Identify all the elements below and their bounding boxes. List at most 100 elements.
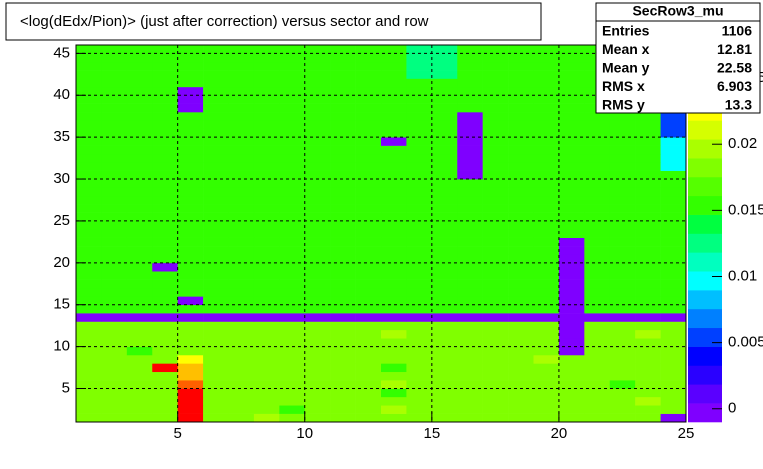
cell (431, 112, 458, 121)
cell (660, 304, 687, 314)
cell (253, 204, 280, 213)
cell (355, 262, 382, 272)
cell (330, 346, 356, 356)
cell (330, 45, 356, 54)
cell (482, 388, 509, 398)
cell (406, 45, 433, 54)
cell (381, 128, 407, 138)
cell (584, 329, 611, 339)
cell (228, 120, 255, 130)
cell (355, 271, 382, 280)
cell (508, 70, 534, 79)
cell (584, 338, 611, 347)
cell (482, 187, 509, 197)
cell (203, 237, 229, 247)
cell (482, 338, 509, 347)
cell (584, 371, 611, 381)
cell (635, 396, 661, 406)
cell (304, 103, 331, 113)
cell (228, 354, 255, 364)
cell (355, 53, 382, 63)
cell (253, 321, 280, 331)
cell (609, 170, 636, 180)
cell (457, 195, 483, 205)
cell (482, 354, 509, 364)
cell (177, 170, 204, 180)
cell (304, 313, 331, 322)
cell (279, 354, 306, 364)
cell (177, 53, 204, 63)
cell (457, 279, 483, 289)
y-tick-label: 45 (53, 44, 70, 61)
cell (558, 112, 585, 121)
cell (228, 61, 255, 71)
color-band (688, 308, 722, 329)
cell (381, 145, 407, 155)
cell (482, 304, 509, 314)
cell (355, 338, 382, 347)
cell (76, 354, 102, 364)
cell (76, 237, 102, 247)
cell (508, 220, 534, 230)
cell (406, 346, 433, 356)
cell (584, 145, 611, 155)
cell (279, 304, 306, 314)
cell (457, 271, 483, 280)
cell (76, 363, 102, 373)
cell (508, 162, 534, 171)
cell (533, 145, 560, 155)
cell (508, 229, 534, 238)
cell (381, 279, 407, 289)
cell (355, 112, 382, 121)
cell (203, 61, 229, 71)
cell (330, 363, 356, 373)
cell (203, 128, 229, 138)
cell (609, 128, 636, 138)
cell (177, 45, 204, 54)
cell (406, 61, 433, 71)
cell (457, 380, 483, 389)
cell (253, 187, 280, 197)
color-band (688, 365, 722, 385)
cell (152, 371, 178, 381)
cell (609, 271, 636, 280)
cell (660, 321, 687, 331)
cell (228, 162, 255, 171)
cell (660, 162, 687, 171)
cell (330, 388, 356, 398)
cell (76, 279, 102, 289)
cell (431, 162, 458, 171)
cell (533, 246, 560, 255)
cell (203, 321, 229, 331)
cell (253, 254, 280, 264)
color-band (688, 120, 722, 140)
cell (177, 120, 204, 130)
cell (609, 371, 636, 381)
cell (228, 128, 255, 138)
cell (558, 380, 585, 389)
cell (635, 212, 661, 222)
cell (457, 313, 483, 322)
cell (457, 354, 483, 364)
cell (508, 354, 534, 364)
cell (279, 61, 306, 71)
cell (457, 61, 483, 71)
cell (355, 296, 382, 306)
cell (533, 45, 560, 54)
cell (355, 128, 382, 138)
cell (203, 354, 229, 364)
cell (482, 112, 509, 121)
cell (558, 128, 585, 138)
cell (660, 262, 687, 272)
cell (330, 78, 356, 88)
cell (431, 396, 458, 406)
cell (76, 120, 102, 130)
cell (152, 271, 178, 280)
cell (228, 212, 255, 222)
cell (76, 371, 102, 381)
cell (253, 145, 280, 155)
cell (457, 329, 483, 339)
cell (584, 313, 611, 322)
cell (558, 262, 585, 272)
cell (558, 346, 585, 356)
